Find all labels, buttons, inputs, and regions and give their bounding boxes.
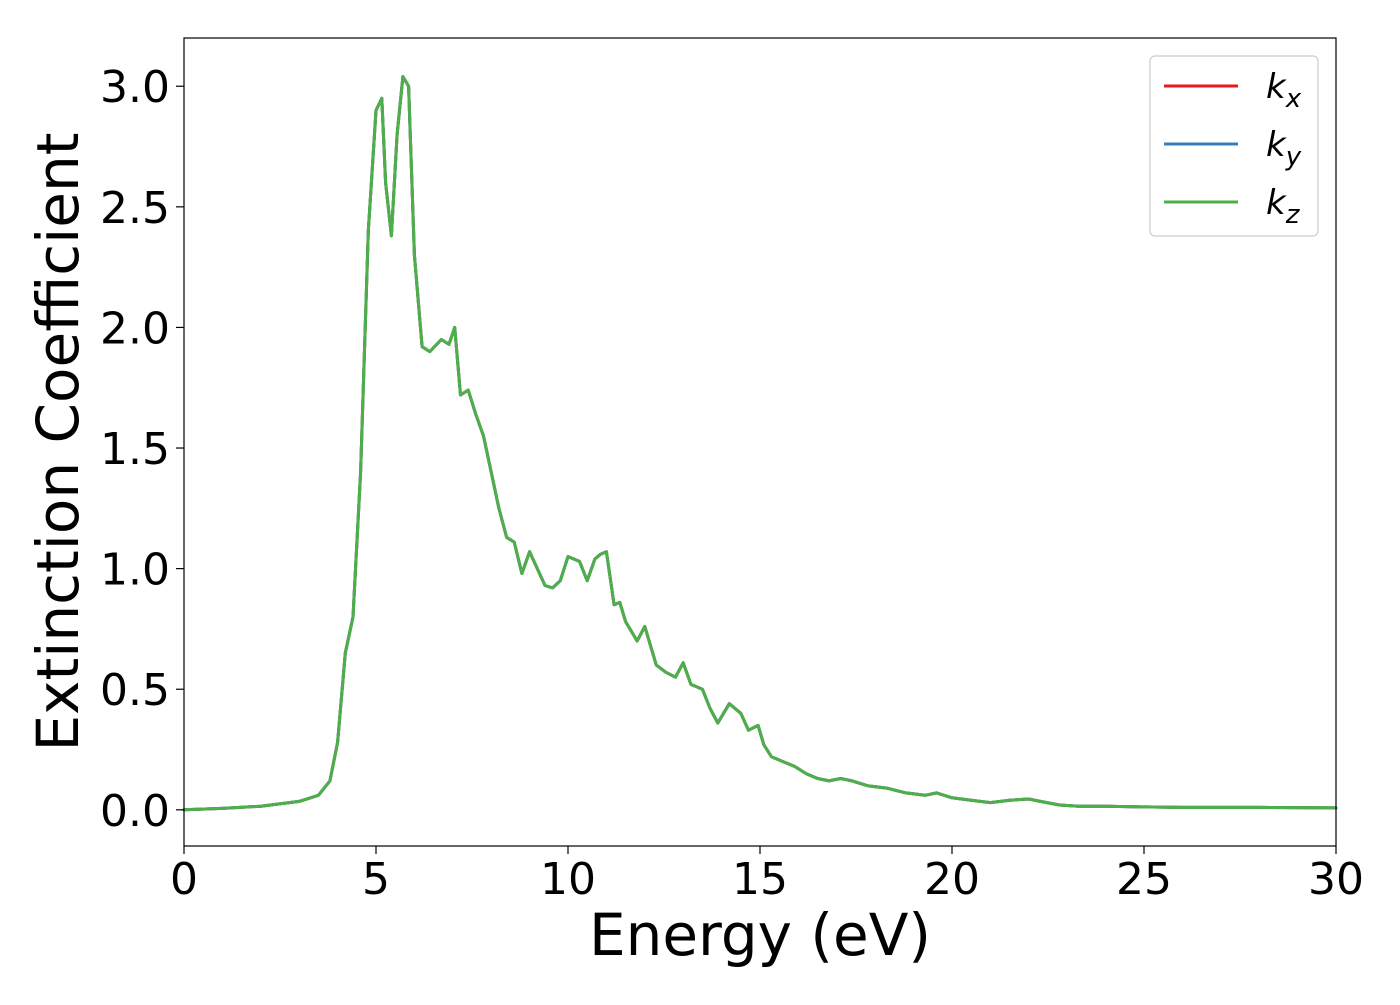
x-tick-label: 5	[362, 854, 390, 905]
legend-label-kz: kz	[1266, 183, 1301, 230]
legend-box	[1149, 55, 1319, 237]
x-tick-label: 25	[1116, 854, 1172, 905]
y-tick-label: 0.5	[100, 665, 170, 716]
x-tick-label: 0	[170, 854, 198, 905]
y-axis-label: Extinction Coefficient	[24, 133, 92, 752]
y-axis-ticks: 0.0 0.5 1.0 1.5 2.0 2.5 3.0	[100, 62, 184, 837]
y-tick-label: 1.5	[100, 424, 170, 475]
legend-subscript: y	[1285, 142, 1302, 172]
x-tick-label: 15	[732, 854, 788, 905]
x-tick-label: 10	[540, 854, 596, 905]
x-tick-label: 30	[1308, 854, 1364, 905]
x-axis-label: Energy (eV)	[589, 901, 931, 969]
legend-subscript: x	[1285, 84, 1302, 114]
legend-subscript: z	[1285, 200, 1301, 230]
y-tick-label: 2.5	[100, 183, 170, 234]
y-tick-label: 1.0	[100, 545, 170, 596]
y-tick-label: 2.0	[100, 303, 170, 354]
y-tick-label: 0.0	[100, 786, 170, 837]
y-tick-label: 3.0	[100, 62, 170, 113]
series-line-kz	[182, 75, 1338, 812]
x-axis-ticks: 0 5 10 15 20 25 30	[170, 846, 1364, 905]
series-layer	[182, 75, 1338, 812]
x-tick-label: 20	[924, 854, 980, 905]
